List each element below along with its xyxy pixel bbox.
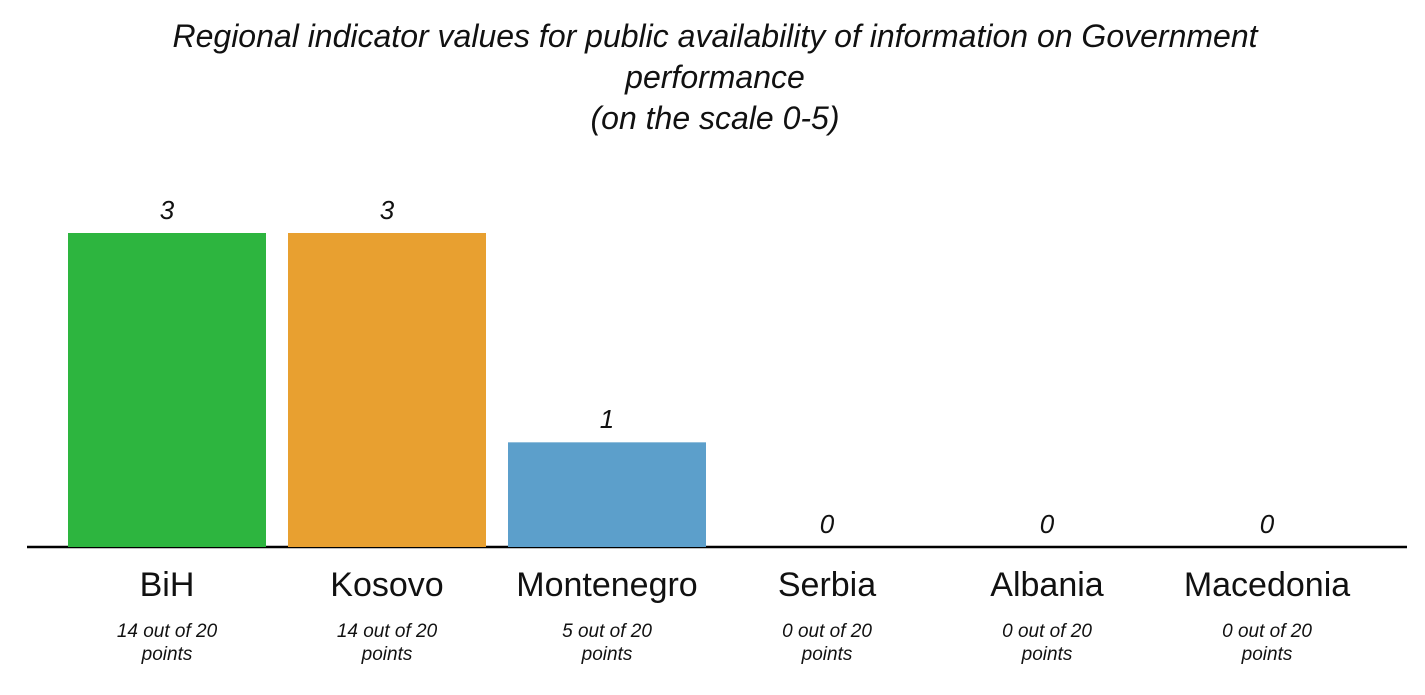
value-label: 3 bbox=[379, 195, 395, 225]
title-text: Regional indicator values for public ava… bbox=[172, 18, 1258, 95]
x-tick-label: BiH bbox=[139, 566, 195, 604]
value-label: 0 bbox=[819, 509, 835, 539]
x-tick-label: Montenegro bbox=[516, 566, 698, 604]
value-label: 0 bbox=[1039, 509, 1055, 539]
value-label: 1 bbox=[599, 404, 615, 435]
x-tick-label: Albania bbox=[990, 566, 1104, 604]
x-tick-label: Macedonia bbox=[1183, 566, 1351, 604]
value-label: 3 bbox=[159, 195, 175, 225]
x-tick-label: Serbia bbox=[777, 566, 877, 604]
category-note: 0 out of 20 points bbox=[1222, 621, 1312, 665]
category-note: 14 out of 20 points bbox=[336, 621, 438, 665]
category-note: 0 out of 20 points bbox=[782, 621, 872, 665]
chart-title: Regional indicator values for public ava… bbox=[100, 16, 1330, 139]
category-note: 0 out of 20 points bbox=[1002, 621, 1092, 665]
x-tick-label: Kosovo bbox=[330, 566, 444, 604]
bar bbox=[508, 442, 706, 547]
category-note: 5 out of 20 points bbox=[562, 621, 652, 665]
bar bbox=[288, 233, 486, 547]
subtitle-text: (on the scale 0-5) bbox=[590, 100, 840, 136]
bar bbox=[68, 233, 266, 547]
value-label: 0 bbox=[1259, 509, 1275, 539]
category-note: 14 out of 20 points bbox=[116, 621, 218, 665]
